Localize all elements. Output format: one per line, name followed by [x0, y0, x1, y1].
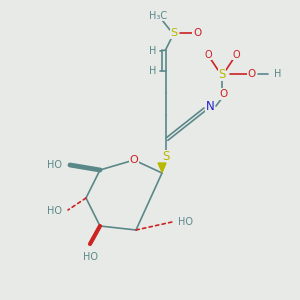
Text: HO: HO: [82, 252, 98, 262]
Text: S: S: [162, 151, 170, 164]
Text: S: S: [218, 68, 226, 80]
Text: HO: HO: [178, 217, 193, 227]
Text: N: N: [206, 100, 214, 112]
Text: H₃C: H₃C: [149, 11, 167, 21]
Text: O: O: [204, 50, 212, 60]
Text: HO: HO: [47, 206, 62, 216]
Text: H: H: [148, 66, 156, 76]
Text: O: O: [130, 155, 138, 165]
Text: O: O: [193, 28, 201, 38]
Polygon shape: [158, 163, 166, 172]
Text: O: O: [219, 89, 227, 99]
Text: H: H: [148, 46, 156, 56]
Text: O: O: [232, 50, 240, 60]
Text: O: O: [248, 69, 256, 79]
Text: HO: HO: [47, 160, 62, 170]
Text: H: H: [274, 69, 281, 79]
Text: S: S: [170, 28, 178, 38]
